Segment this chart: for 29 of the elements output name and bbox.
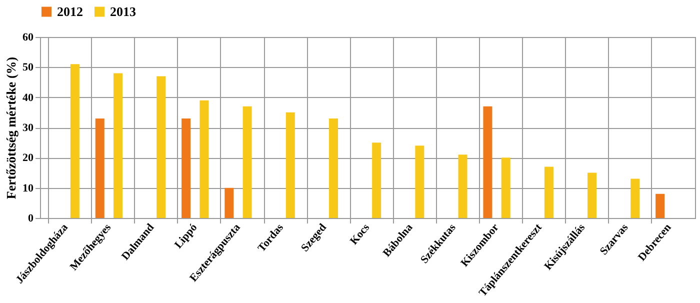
y-tick-label: 40 — [22, 92, 34, 104]
bar — [372, 142, 382, 218]
bar — [286, 112, 295, 218]
bar — [588, 172, 597, 218]
legend-label: 2012 — [57, 4, 83, 19]
bar — [224, 188, 234, 218]
y-tick-label: 10 — [22, 182, 34, 194]
bar — [182, 118, 191, 218]
bar — [114, 73, 123, 218]
bar — [656, 194, 665, 218]
bar — [70, 64, 80, 218]
bar — [483, 106, 492, 218]
bar — [458, 154, 468, 218]
bar — [242, 106, 252, 218]
y-tick-label: 20 — [22, 152, 34, 164]
bar — [544, 166, 554, 218]
y-tick-label: 60 — [22, 32, 34, 44]
legend-label: 2013 — [110, 4, 136, 19]
bar — [630, 178, 640, 218]
bar — [156, 76, 166, 218]
y-tick-label: 30 — [22, 122, 34, 134]
y-axis-title: Fertőzöttség mértéke (%) — [4, 56, 18, 200]
bar — [328, 118, 338, 218]
bar — [200, 100, 209, 218]
bar — [415, 146, 424, 218]
bar — [95, 118, 104, 218]
y-tick-label: 0 — [28, 212, 34, 224]
bar — [501, 158, 510, 218]
y-tick-label: 50 — [22, 62, 34, 74]
